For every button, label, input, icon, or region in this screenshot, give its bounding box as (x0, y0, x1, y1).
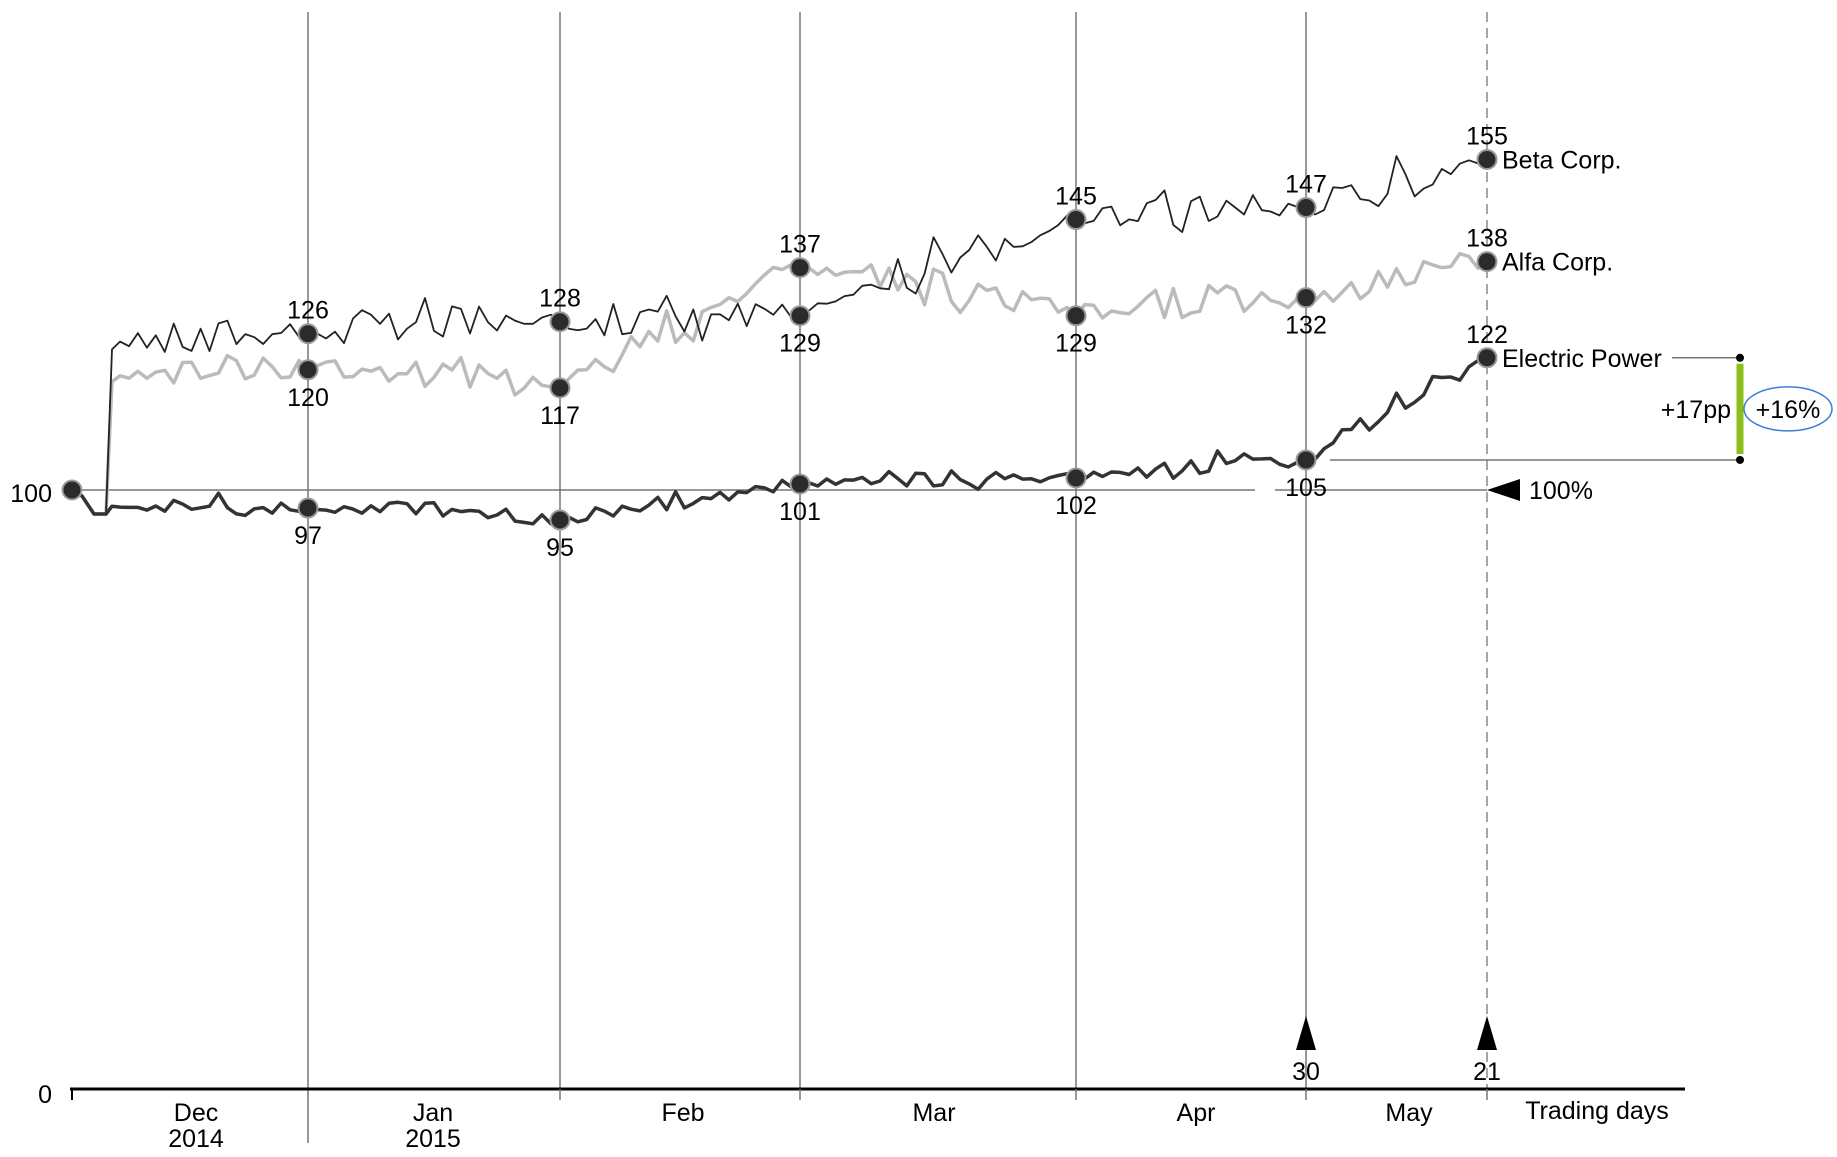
data-point (1065, 467, 1087, 489)
data-point (1065, 209, 1087, 231)
data-label: 122 (1466, 321, 1508, 349)
data-label: 147 (1285, 171, 1327, 199)
data-point (297, 359, 319, 381)
relative-difference-ellipse (1743, 386, 1833, 432)
x-tick-label: Dec (174, 1099, 218, 1127)
data-label: 102 (1055, 492, 1097, 520)
data-point (1295, 287, 1317, 309)
data-point (297, 323, 319, 345)
data-label: 128 (539, 285, 581, 313)
period-separators (307, 12, 1488, 1143)
data-label: 137 (779, 231, 821, 259)
data-label: 129 (1055, 330, 1097, 358)
day-marker-triangle (1477, 1016, 1497, 1050)
data-point (789, 257, 811, 279)
data-label: 126 (287, 297, 329, 325)
data-label: 95 (546, 534, 574, 562)
data-point (1065, 305, 1087, 327)
relative-difference-label: +16% (1756, 396, 1821, 424)
data-point (1476, 347, 1498, 369)
data-label: 155 (1466, 122, 1508, 150)
data-points (61, 148, 1498, 531)
data-label: 101 (779, 498, 821, 526)
x-tick-label: Jan (413, 1099, 453, 1127)
x-tick-label: Mar (912, 1099, 955, 1127)
data-point (789, 305, 811, 327)
difference-annotation: +17pp +16% (1330, 353, 1833, 464)
data-point (1476, 251, 1498, 273)
data-label: 105 (1285, 474, 1327, 502)
x-tick-year-label: 2014 (168, 1125, 224, 1152)
data-point (789, 473, 811, 495)
reference-line-label: 100% (1529, 477, 1593, 505)
day-marker-label: 30 (1292, 1058, 1320, 1086)
x-tick-label: Apr (1177, 1099, 1216, 1127)
annotation-endpoint (1736, 353, 1744, 362)
x-tick-label: Feb (661, 1099, 704, 1127)
data-point (549, 311, 571, 333)
series-line (71, 251, 1489, 516)
data-label: 117 (540, 402, 580, 430)
data-label: 120 (287, 384, 329, 412)
annotation-endpoint (1736, 455, 1744, 464)
x-tick-year-label: 2015 (405, 1125, 461, 1152)
data-label: 132 (1285, 312, 1327, 340)
day-marker-label: 21 (1473, 1058, 1501, 1086)
data-point (297, 497, 319, 519)
series-name-label: Alfa Corp. (1502, 249, 1613, 277)
data-point (61, 479, 83, 501)
data-point (1476, 148, 1498, 170)
absolute-difference-label: +17pp (1661, 396, 1731, 424)
y-tick-label: 0 (38, 1081, 52, 1109)
reference-marker-triangle (1487, 479, 1520, 501)
data-point (1295, 197, 1317, 219)
x-tick-label: May (1385, 1099, 1433, 1127)
x-axis-title: Trading days (1525, 1097, 1669, 1125)
reference-line-group: 100% (72, 477, 1593, 505)
data-point (549, 509, 571, 531)
series-name-label: Beta Corp. (1502, 146, 1622, 174)
data-label: 145 (1055, 183, 1097, 211)
y-tick-label: 100 (10, 480, 52, 508)
series-name-label: Electric Power (1502, 345, 1662, 373)
data-point (549, 377, 571, 399)
data-label: 138 (1466, 225, 1508, 253)
data-labels: 126 120 97 128 117 95 137 129 101 145 129 102 147 132… (287, 122, 1662, 562)
data-point (1295, 449, 1317, 471)
data-label: 97 (294, 522, 322, 550)
day-marker-triangle (1296, 1016, 1316, 1050)
data-label: 129 (779, 330, 821, 358)
